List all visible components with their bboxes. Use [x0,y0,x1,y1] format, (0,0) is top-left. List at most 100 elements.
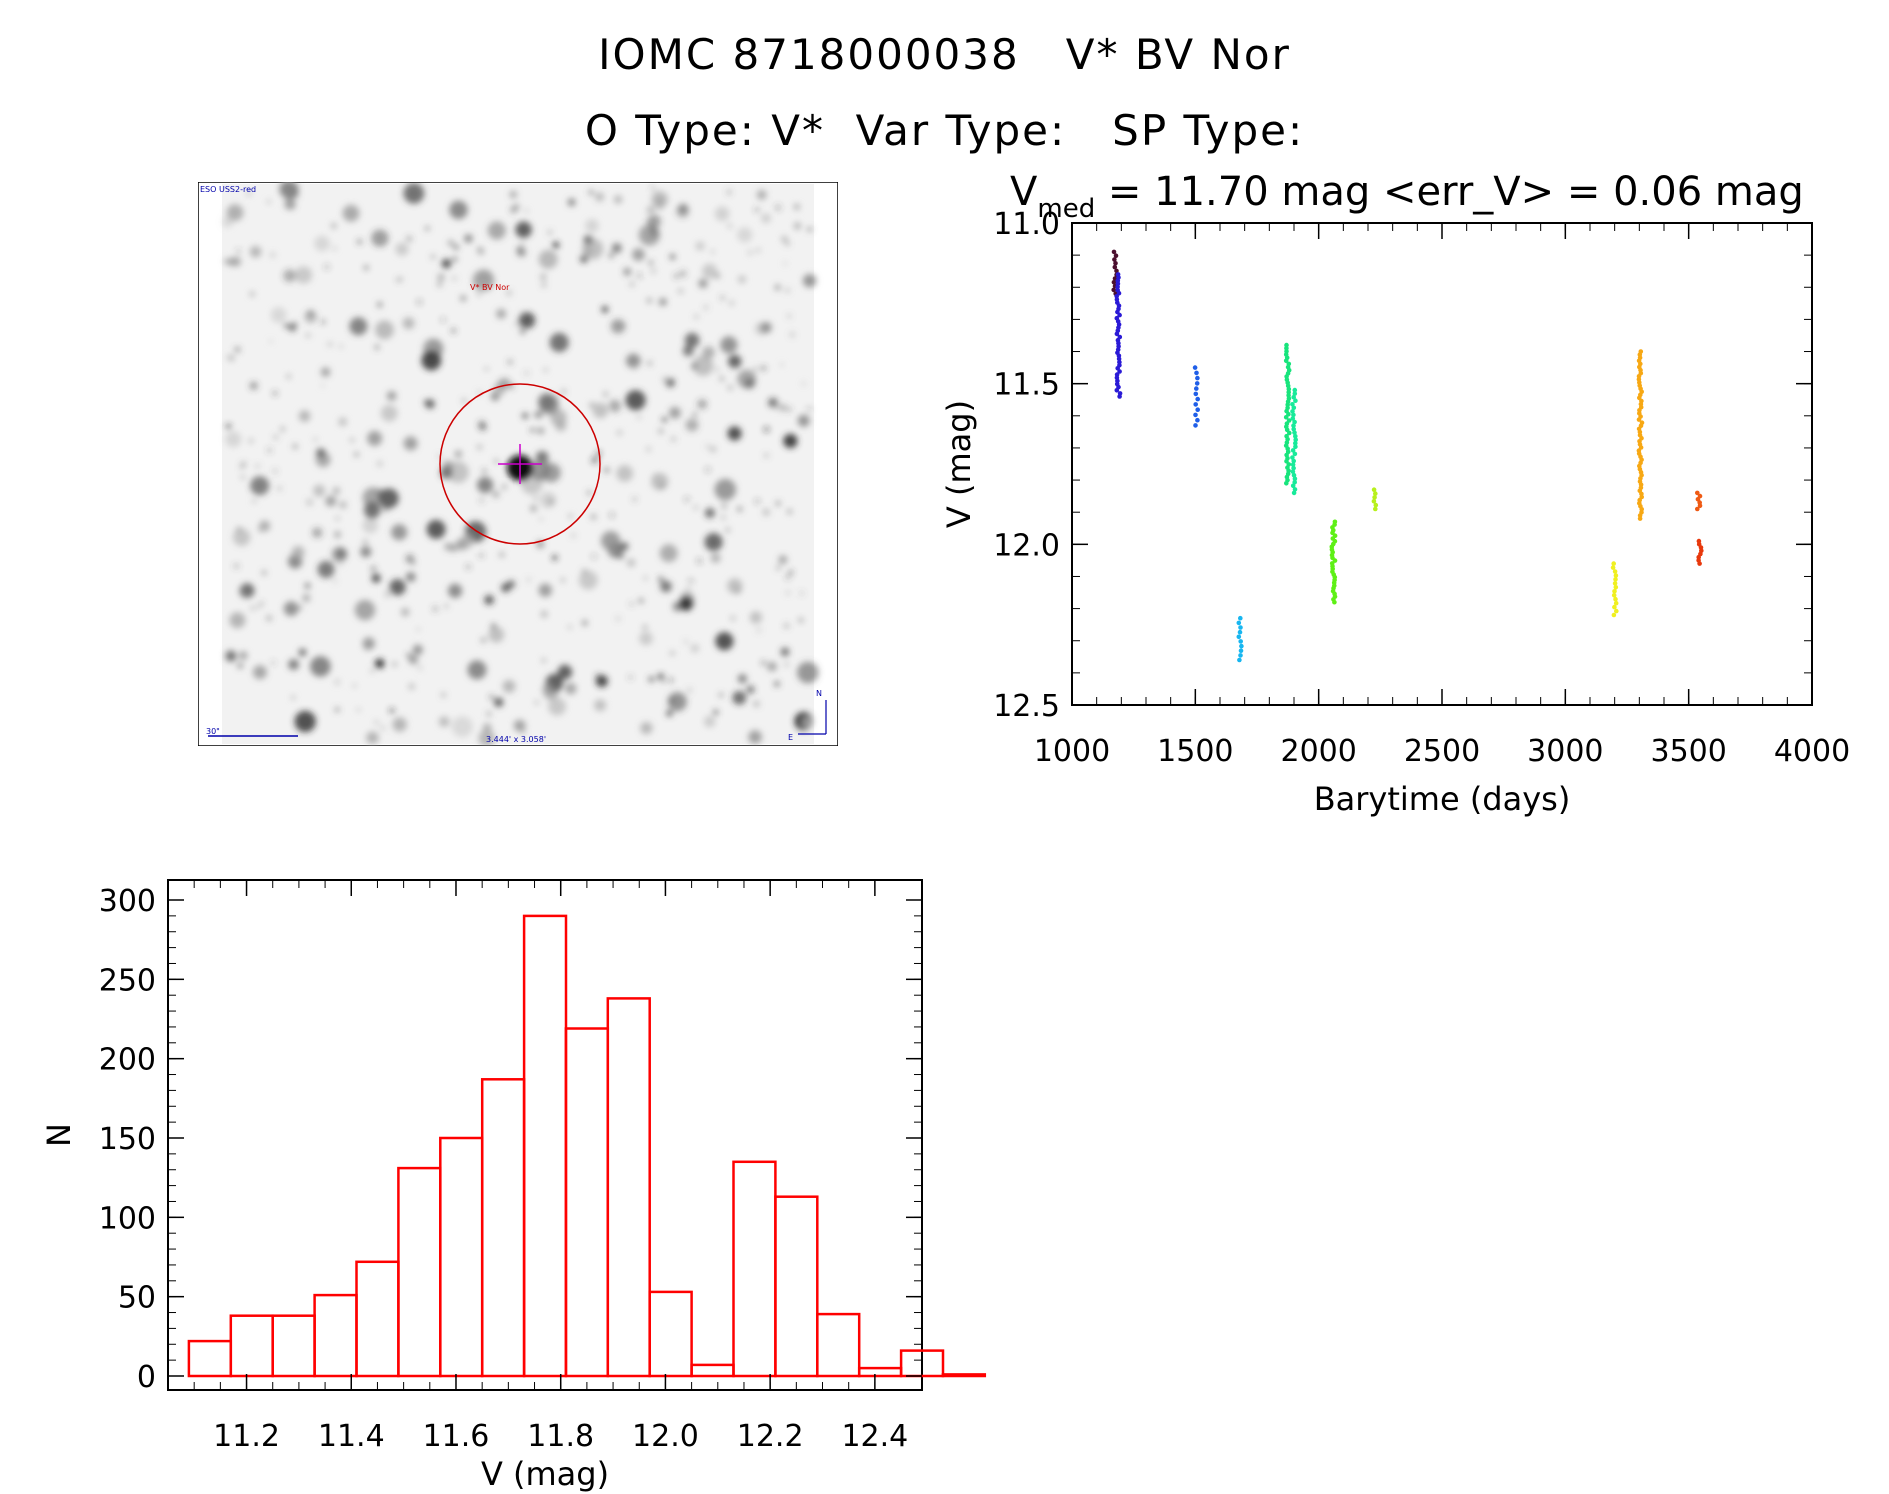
sky-star [728,300,735,306]
sky-star [454,450,463,458]
histogram-bar [522,914,568,1378]
lc-point [1114,297,1120,302]
lc-point [1236,620,1242,626]
sky-star [697,399,708,410]
sky-star [783,433,798,449]
sky-star [683,639,688,644]
sky-star [489,695,494,699]
sky-star [737,227,753,243]
sky-star [417,300,422,304]
sky-star [661,679,666,684]
lc-point [1332,558,1338,563]
lc-point [1697,500,1702,505]
sky-star [534,700,539,705]
sky-star [514,321,520,327]
sky-star [408,654,418,665]
sky-star [692,355,714,376]
lc-point [1284,459,1289,464]
lc-point [1372,495,1377,500]
sky-star [332,487,340,495]
sky-star [488,626,505,643]
sky-star [801,381,806,386]
sky-star [232,528,251,546]
sky-star [690,644,700,653]
lc-point [1637,488,1643,494]
sky-star [651,186,656,191]
lc-point [1284,421,1290,426]
hist-xtick-label: 12.4 [841,1419,908,1454]
lc-xtick-label: 1000 [1034,734,1110,769]
sky-star [316,448,326,458]
sky-star [399,276,404,281]
sky-star [727,223,732,229]
sky-star [238,651,248,660]
lc-xtick-label: 1500 [1157,734,1233,769]
sky-star [513,719,526,732]
sky-star [354,599,376,621]
target-circle [439,383,601,545]
sky-star [256,604,261,610]
sky-star [425,399,435,409]
sky-star [494,459,499,464]
lc-point [1637,411,1642,416]
lc-point [1292,451,1298,457]
sky-star [537,427,545,435]
lc-point [1116,322,1122,327]
lc-point [1285,455,1290,461]
lc-point [1290,469,1296,474]
lc-point [1332,594,1338,599]
sky-star [294,710,316,733]
lc-point [1638,349,1644,354]
lc-point [1331,527,1336,533]
lc-point [1236,634,1242,640]
histogram-bar [732,1160,777,1378]
lc-point [1637,497,1642,503]
sky-star [667,692,687,712]
sky-star [803,274,817,288]
lc-point [1115,378,1120,384]
sky-star [643,576,648,581]
sky-star [658,299,664,305]
sky-star [518,312,536,329]
sky-star [224,258,230,264]
lc-point [1115,328,1121,334]
lc-ytick-label: 11.5 [993,368,1060,403]
lc-point [1329,547,1335,552]
sky-star [571,533,576,538]
sky-star [678,203,689,214]
lc-point [1238,648,1244,653]
lc-point [1332,583,1337,588]
sky-star [692,412,697,417]
lc-point [1332,577,1337,583]
sky-star [616,430,623,436]
sky-star [486,711,492,717]
sky-star [538,583,552,597]
lc-point [1330,530,1335,536]
sky-star [591,554,597,559]
hist-ytick-label: 250 [99,963,156,998]
lc-point [1115,300,1120,305]
lc-point [1373,506,1378,512]
lc-point [1194,370,1199,376]
lc-point [1697,503,1703,509]
lc-point [1283,358,1289,364]
hist-xtick-label: 11.6 [423,1419,490,1454]
lc-point [1287,430,1292,436]
sky-star [236,249,241,254]
lc-point [1639,389,1644,395]
sky-star [356,707,361,713]
sky-star [761,660,766,665]
sky-star [552,555,558,561]
lc-point [1290,483,1296,489]
sky-star [270,307,287,323]
sky-star [727,384,734,391]
lc-ytick-label: 11.0 [993,207,1060,242]
sky-star [226,204,244,221]
lc-point [1116,341,1121,346]
lc-point [1638,460,1643,466]
lc-point [1637,383,1642,388]
sky-star [444,542,452,551]
lc-series-group [1236,615,1244,663]
sky-star [405,554,415,564]
lc-series-group [1111,249,1119,297]
